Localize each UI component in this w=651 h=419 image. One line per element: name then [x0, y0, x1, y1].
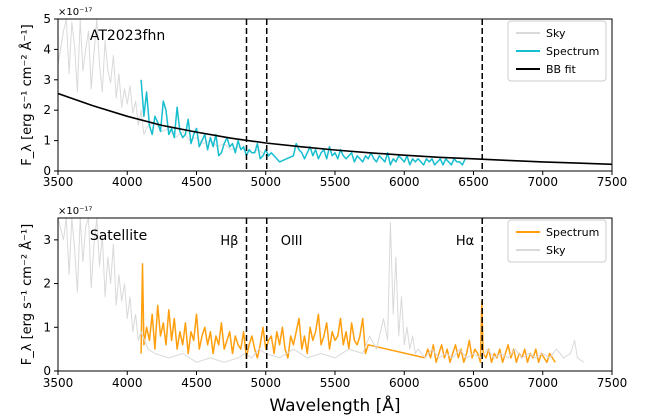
emission-line-label: Hβ [220, 234, 238, 249]
x-tick-label: 6500 [458, 175, 489, 189]
panel-annotation: Satellite [90, 228, 147, 244]
y-tick-label: 5 [43, 12, 51, 26]
x-tick-label: 5500 [320, 175, 351, 189]
y-axis-label: F_λ [erg s⁻¹ cm⁻² Å⁻¹] [19, 24, 35, 165]
emission-line-label: OIII [281, 234, 303, 249]
x-axis-label: Wavelength [Å] [269, 394, 400, 416]
x-tick-label: 3500 [43, 376, 74, 390]
legend: Spectrum Sky [507, 219, 607, 263]
legend-label: Spectrum [546, 45, 599, 58]
y-axis-label: F_λ [erg s⁻¹ cm⁻² Å⁻¹] [19, 224, 35, 365]
x-tick-label: 4500 [181, 376, 212, 390]
legend-label: Sky [546, 244, 566, 257]
x-tick-label: 6000 [389, 376, 420, 390]
y-tick-label: 0 [43, 364, 51, 378]
y-tick-label: 1 [43, 320, 51, 334]
x-tick-label: 7000 [527, 175, 558, 189]
x-tick-label: 7000 [527, 376, 558, 390]
legend-label: Sky [546, 27, 566, 40]
y-tick-label: 4 [43, 42, 51, 56]
x-tick-label: 6000 [389, 175, 420, 189]
y-exponent-label: ×10⁻¹⁷ [58, 7, 92, 18]
y-tick-label: 3 [43, 233, 51, 247]
plot-area [58, 218, 585, 364]
plot-area [58, 19, 612, 166]
emission-line-label: Hα [456, 234, 474, 249]
y-tick-label: 1 [43, 134, 51, 148]
x-tick-label: 7500 [597, 175, 628, 189]
x-tick-label: 4500 [181, 175, 212, 189]
x-tick-label: 3500 [43, 175, 74, 189]
bottom-panel: 3500 4000 4500 5000 5500 6000 6500 7000 7500 0 1 2 3… [19, 206, 627, 390]
x-tick-label: 6500 [458, 376, 489, 390]
legend-box [507, 219, 607, 263]
y-tick-label: 0 [43, 164, 51, 178]
series-line-spectrum [140, 79, 466, 166]
legend-label: Spectrum [546, 226, 599, 239]
series-line-spectrum [140, 263, 556, 364]
y-tick-label: 2 [43, 103, 51, 117]
x-tick-label: 5500 [320, 376, 351, 390]
x-tick-label: 7500 [597, 376, 628, 390]
panel-annotation: AT2023fhn [90, 28, 165, 44]
legend-box [507, 20, 607, 82]
top-panel: 3500 4000 4500 5000 5500 6000 6500 7000 7500 0 1 2 3… [19, 7, 627, 189]
legend: Sky Spectrum BB fit [507, 20, 607, 82]
y-tick-label: 2 [43, 277, 51, 291]
x-tick-label: 5000 [250, 376, 281, 390]
x-tick-label: 4000 [112, 376, 143, 390]
series-line-bb-fit [58, 92, 612, 166]
y-tick-label: 3 [43, 73, 51, 87]
x-tick-label: 4000 [112, 175, 143, 189]
x-tick-label: 5000 [250, 175, 281, 189]
series-line-sky [58, 218, 585, 363]
y-exponent-label: ×10⁻¹⁷ [58, 206, 92, 217]
legend-label: BB fit [546, 63, 577, 76]
